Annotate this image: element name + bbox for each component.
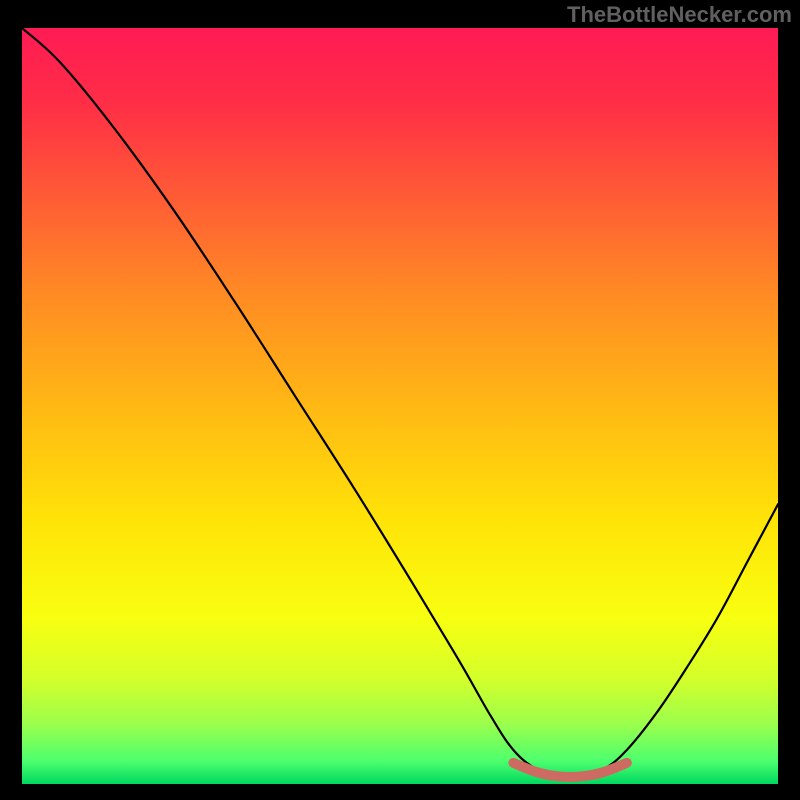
plot-area	[22, 28, 778, 784]
attribution-label: TheBottleNecker.com	[567, 2, 792, 28]
chart-wrapper: TheBottleNecker.com	[0, 0, 800, 800]
bottleneck-chart	[22, 28, 778, 784]
gradient-background	[22, 28, 778, 784]
